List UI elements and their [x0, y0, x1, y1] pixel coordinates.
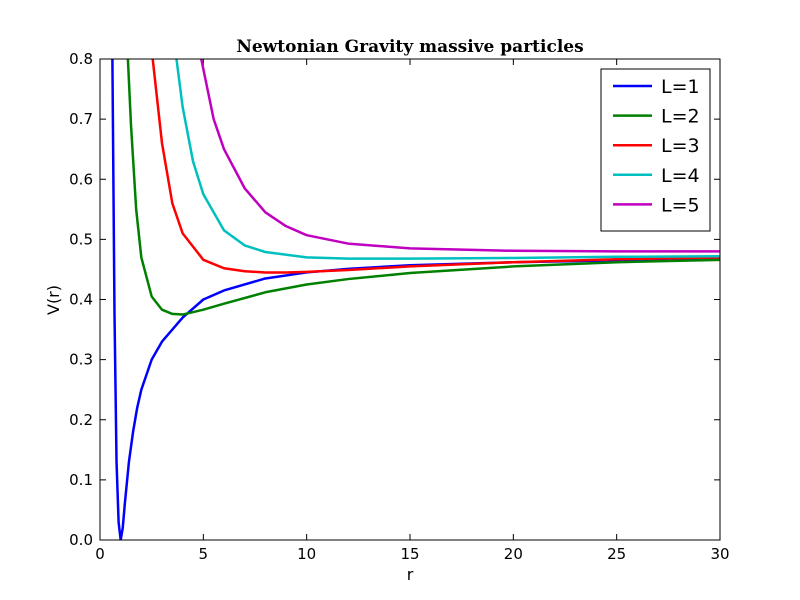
series-line-l2 — [126, 59, 720, 316]
x-tick-label: 20 — [504, 545, 523, 563]
x-tick-label: 5 — [199, 545, 209, 563]
series-lines — [111, 59, 720, 540]
y-tick-label: 0.7 — [69, 110, 93, 128]
legend-label: L=2 — [661, 106, 700, 128]
plot-frame — [99, 58, 721, 541]
y-tick-label: 0.5 — [69, 230, 93, 248]
legend-label: L=4 — [661, 165, 700, 187]
y-tick-label: 0.3 — [69, 351, 93, 369]
legend-label: L=3 — [661, 135, 700, 157]
y-tick-label: 0.8 — [69, 50, 93, 68]
series-line-l3 — [151, 59, 720, 274]
legend-label: L=5 — [661, 194, 700, 216]
y-axis-ticks: 0.0 0.1 0.2 0.3 0.4 0.5 0.6 0.7 0.8 — [69, 50, 720, 549]
series-line-l5 — [200, 59, 720, 253]
x-axis-label: r — [407, 565, 414, 584]
y-tick-label: 0.2 — [69, 411, 93, 429]
legend: L=1 L=2 L=3 L=4 L=5 — [600, 68, 711, 232]
series-line-l4 — [175, 59, 720, 260]
chart-title: Newtonian Gravity massive particles — [236, 37, 583, 57]
x-tick-label: 25 — [607, 545, 626, 563]
y-tick-label: 0.1 — [69, 471, 93, 489]
x-tick-label: 30 — [710, 545, 729, 563]
y-tick-label: 0.4 — [69, 291, 93, 309]
legend-label: L=1 — [661, 76, 700, 98]
x-axis-ticks: 0 5 10 15 20 25 30 — [95, 59, 730, 563]
x-tick-label: 0 — [95, 545, 105, 563]
x-tick-label: 10 — [297, 545, 316, 563]
y-tick-label: 0.0 — [69, 531, 93, 549]
y-tick-label: 0.6 — [69, 170, 93, 188]
x-tick-label: 15 — [400, 545, 419, 563]
y-axis-label: V(r) — [44, 285, 63, 315]
